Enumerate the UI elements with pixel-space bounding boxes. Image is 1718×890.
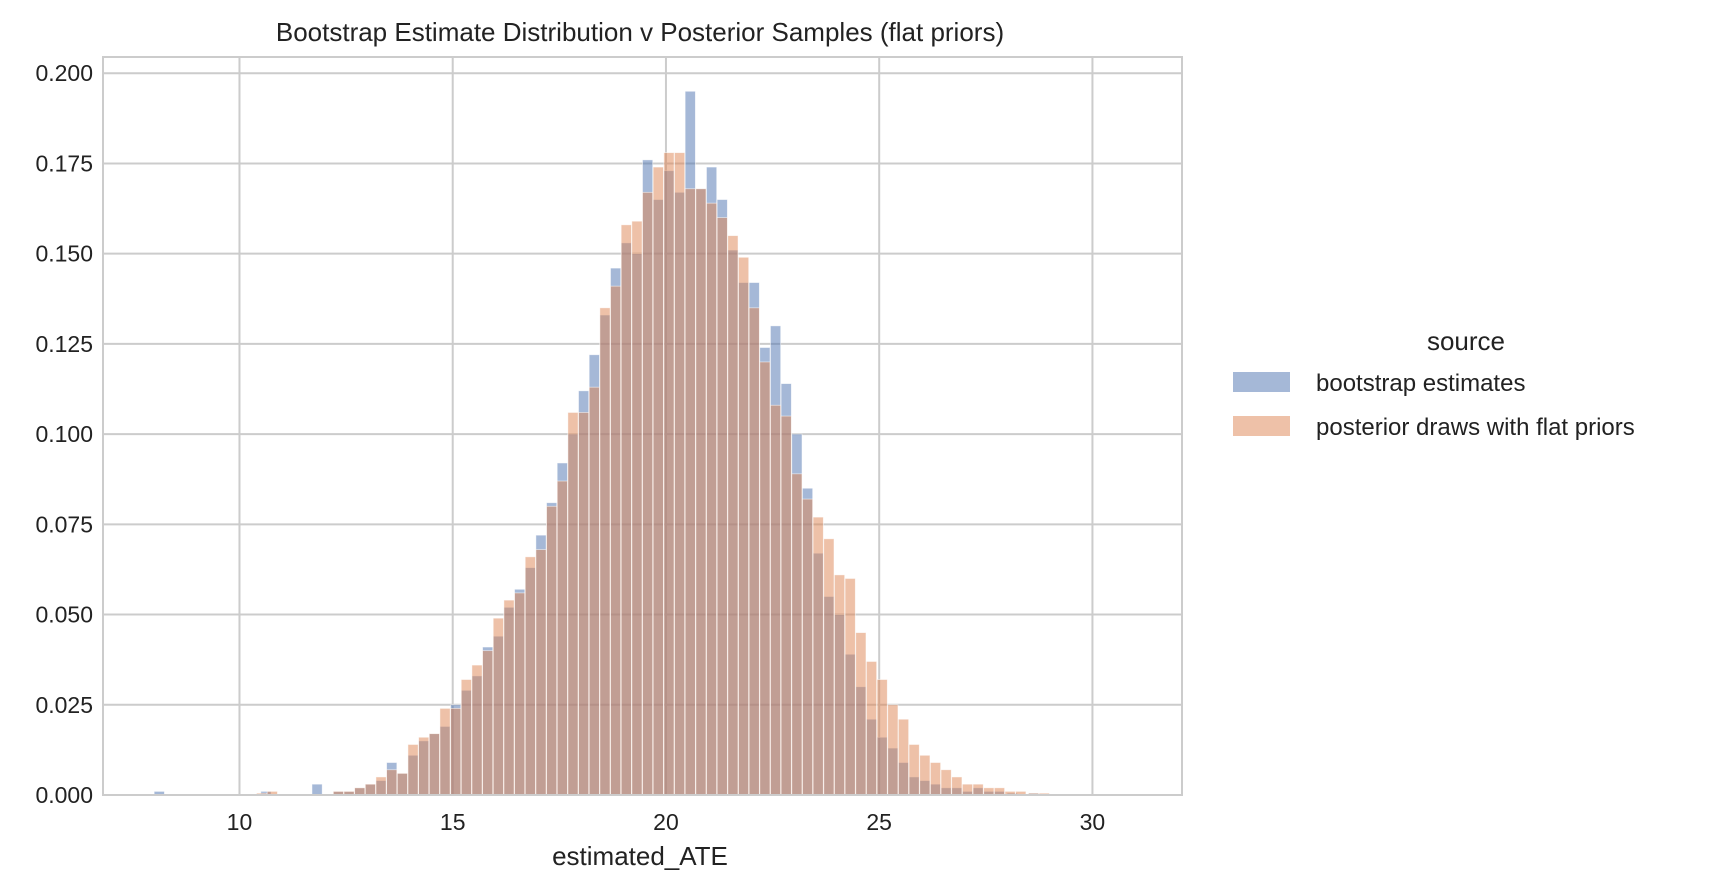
bar-posterior	[460, 679, 472, 796]
legend-title: source	[1427, 326, 1505, 356]
bar-posterior	[567, 412, 579, 796]
bar-posterior	[652, 166, 664, 796]
bar-posterior	[663, 152, 675, 796]
bar-posterior	[450, 707, 462, 796]
bar-posterior	[364, 783, 376, 796]
bar-posterior	[354, 787, 366, 796]
bar-posterior	[492, 617, 504, 796]
bar-posterior	[897, 718, 910, 796]
bar-posterior	[396, 772, 408, 796]
bar-posterior	[780, 415, 792, 796]
y-tick-label: 0.100	[35, 421, 93, 447]
y-tick-label: 0.050	[35, 602, 93, 628]
bar-posterior	[546, 505, 558, 796]
bar-posterior	[482, 650, 494, 796]
legend-label-bootstrap: bootstrap estimates	[1316, 370, 1525, 397]
bar-posterior	[716, 217, 728, 796]
bar-posterior	[514, 592, 526, 796]
legend-swatch-posterior	[1233, 416, 1290, 436]
x-tick-label: 30	[1080, 809, 1106, 835]
bar-posterior	[620, 224, 632, 796]
bar-posterior	[855, 632, 867, 796]
bar-posterior	[386, 769, 398, 796]
bar-posterior	[961, 783, 973, 796]
bar-posterior	[866, 661, 878, 796]
plot-frame	[102, 56, 1183, 796]
bar-posterior	[674, 152, 686, 796]
bar-posterior	[738, 256, 750, 796]
x-tick-label: 25	[866, 809, 892, 835]
x-tick-label: 15	[440, 809, 466, 835]
y-tick-label: 0.175	[35, 150, 93, 176]
bar-posterior	[983, 787, 995, 796]
bar-posterior	[940, 769, 952, 796]
bar-posterior	[770, 404, 782, 796]
bar-posterior	[588, 386, 600, 796]
bar-bootstrap	[311, 783, 323, 796]
x-tick-label: 20	[653, 809, 679, 835]
bar-posterior	[929, 762, 942, 796]
bar-posterior	[876, 679, 888, 796]
bar-posterior	[503, 599, 515, 796]
bar-posterior	[802, 498, 814, 796]
bar-posterior	[428, 733, 440, 796]
bar-posterior	[471, 664, 483, 796]
bar-posterior	[706, 202, 718, 796]
bar-posterior	[993, 787, 1005, 796]
bar-posterior	[556, 480, 568, 796]
y-tick-label: 0.200	[35, 60, 93, 86]
bar-posterior	[407, 744, 419, 796]
bar-posterior	[791, 473, 803, 796]
chart-title: Bootstrap Estimate Distribution v Poster…	[276, 17, 1004, 47]
bar-posterior	[642, 191, 654, 796]
y-tick-label: 0.025	[35, 692, 93, 718]
y-tick-label: 0.075	[35, 511, 93, 537]
bar-posterior	[834, 574, 846, 796]
bar-posterior	[748, 307, 760, 796]
x-tick-label: 10	[227, 809, 253, 835]
bar-posterior	[610, 285, 622, 796]
legend-swatch-bootstrap	[1233, 372, 1290, 392]
bar-posterior	[823, 538, 835, 796]
y-tick-label: 0.125	[35, 331, 93, 357]
x-axis-title: estimated_ATE	[552, 841, 728, 871]
bar-posterior	[375, 776, 387, 796]
bar-posterior	[951, 776, 963, 796]
bar-posterior	[919, 754, 931, 796]
bar-posterior	[844, 578, 856, 796]
bar-posterior	[759, 361, 771, 796]
legend: source bootstrap estimates posterior dra…	[1233, 326, 1635, 441]
bar-posterior	[887, 704, 899, 796]
bar-posterior	[908, 744, 920, 796]
bar-posterior	[599, 307, 611, 796]
bar-posterior	[418, 736, 430, 796]
bar-posterior	[439, 707, 451, 796]
bar-posterior	[727, 235, 739, 796]
bar-posterior	[972, 783, 984, 796]
bar-posterior	[631, 220, 643, 796]
legend-label-posterior: posterior draws with flat priors	[1316, 414, 1635, 441]
y-tick-label: 0.150	[35, 241, 93, 267]
bar-posterior	[695, 188, 707, 796]
bar-posterior	[578, 412, 590, 796]
bar-posterior	[535, 549, 547, 796]
bar-posterior	[524, 556, 536, 796]
bar-posterior	[684, 188, 696, 796]
bar-posterior	[812, 516, 824, 796]
plot-area: 0.000 0.025 0.050 0.075 0.100 0.125 0.150 0.175…	[35, 56, 1183, 835]
y-tick-label: 0.000	[35, 782, 93, 808]
